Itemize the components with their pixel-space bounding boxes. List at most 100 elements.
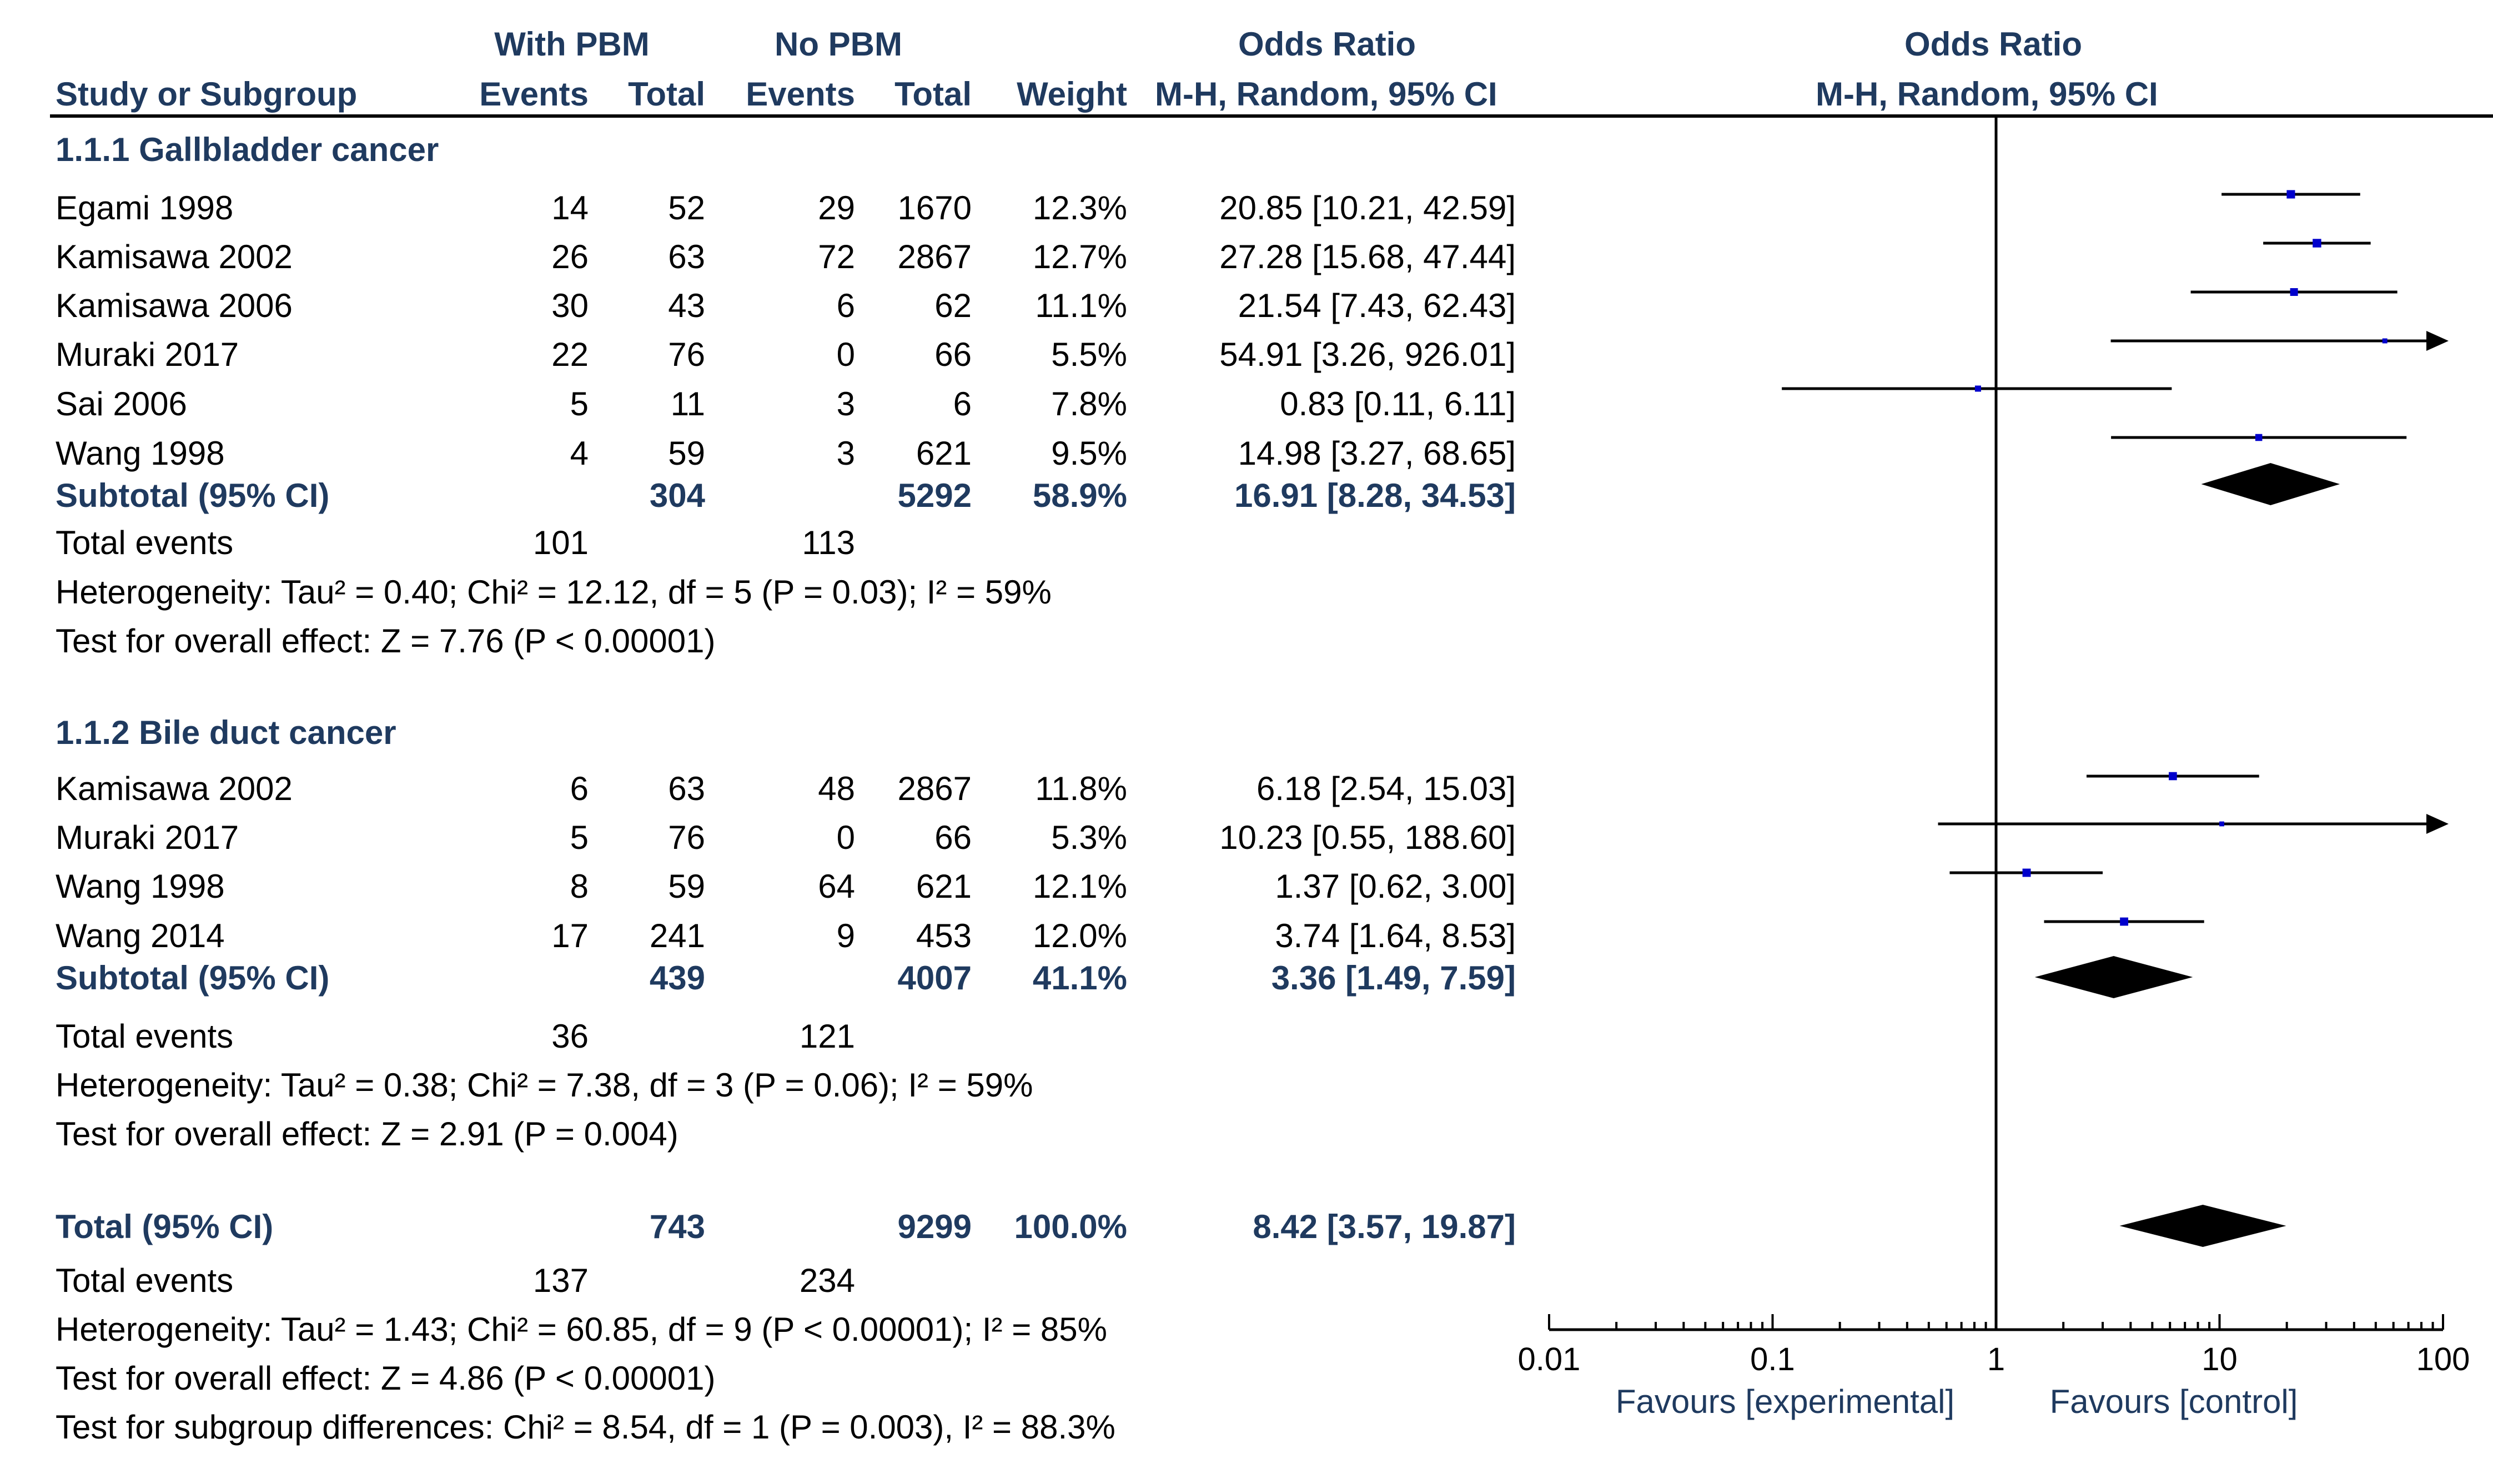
- row-label: Muraki 2017: [56, 819, 239, 856]
- events-pbm-cell: 4: [570, 435, 589, 472]
- text-row: Test for overall effect: Z = 7.76 (P < 0…: [0, 616, 1527, 666]
- text-row: Test for subgroup differences: Chi² = 8.…: [0, 1402, 1527, 1452]
- total-pbm-cell: 241: [649, 917, 705, 954]
- ci-arrow: [2426, 331, 2449, 351]
- total-pbm-cell: 59: [668, 435, 705, 472]
- header-rule: [50, 114, 2493, 118]
- odds-ratio-ci-cell: 21.54 [7.43, 62.43]: [1238, 287, 1516, 324]
- statistics-text: Test for overall effect: Z = 4.86 (P < 0…: [56, 1360, 716, 1397]
- total-nopbm-cell: 1670: [897, 189, 972, 227]
- events-pbm-cell: 5: [570, 819, 589, 856]
- events-nopbm-cell: 9: [836, 917, 855, 954]
- events-pbm-cell: 17: [551, 917, 589, 954]
- events-pbm-cell: 14: [551, 189, 589, 227]
- events-nopbm-cell: 48: [818, 770, 855, 807]
- header-total-nopbm: Total: [894, 76, 972, 113]
- tick-label: 1: [1987, 1341, 2005, 1377]
- row-label: 1.1.2 Bile duct cancer: [56, 714, 396, 751]
- events-pbm-cell: 26: [551, 238, 589, 275]
- events-nopbm-cell: 121: [799, 1018, 855, 1055]
- total-pbm-cell: 304: [649, 477, 705, 514]
- statistics-text: Heterogeneity: Tau² = 1.43; Chi² = 60.85…: [56, 1311, 1107, 1348]
- weight-cell: 11.8%: [1035, 770, 1127, 807]
- events-nopbm-cell: 234: [799, 1262, 855, 1299]
- weight-cell: 12.7%: [1032, 238, 1127, 275]
- row-label: Wang 1998: [56, 435, 225, 472]
- events-pbm-cell: 30: [551, 287, 589, 324]
- total-nopbm-cell: 453: [916, 917, 972, 954]
- text-row: Test for overall effect: Z = 2.91 (P = 0…: [0, 1109, 1527, 1159]
- total-pbm-cell: 439: [649, 959, 705, 997]
- column-header-row: Study or Subgroup Events Total Events To…: [0, 69, 2158, 119]
- events-row: Total events 137 234: [0, 1256, 1527, 1306]
- total-nopbm-cell: 66: [934, 819, 972, 856]
- events-pbm-cell: 6: [570, 770, 589, 807]
- study-row: Kamisawa 2006 30 43 6 62 11.1% 21.54 [7.43, 62…: [0, 281, 1527, 331]
- odds-ratio-ci-cell: 10.23 [0.55, 188.60]: [1219, 819, 1516, 856]
- row-label: Wang 1998: [56, 868, 225, 905]
- subtotal-row: Subtotal (95% CI) 439 4007 41.1% 3.36 [1.49,…: [0, 953, 1527, 1003]
- favours-experimental-label: Favours [experimental]: [1616, 1383, 1954, 1420]
- weight-cell: 9.5%: [1051, 435, 1127, 472]
- favours-control-label: Favours [control]: [2050, 1383, 2298, 1420]
- study-row: Kamisawa 2002 26 63 72 2867 12.7% 27.28 [15.68…: [0, 232, 1527, 282]
- header-events-pbm: Events: [479, 76, 589, 113]
- weight-cell: 5.5%: [1051, 336, 1127, 373]
- events-pbm-cell: 36: [551, 1018, 589, 1055]
- study-row: Wang 1998 4 59 3 621 9.5% 14.98 [3.27, 68.65]: [0, 429, 1527, 479]
- odds-ratio-ci-cell: 27.28 [15.68, 47.44]: [1219, 238, 1516, 275]
- total-nopbm-cell: 5292: [897, 477, 972, 514]
- study-marker: [2313, 239, 2321, 248]
- total-pbm-cell: 52: [668, 189, 705, 227]
- text-row: Heterogeneity: Tau² = 0.38; Chi² = 7.38,…: [0, 1060, 1527, 1110]
- row-label: Subtotal (95% CI): [56, 477, 330, 514]
- weight-cell: 5.3%: [1051, 819, 1127, 856]
- weight-cell: 12.3%: [1032, 189, 1127, 227]
- row-label: Egami 1998: [56, 189, 234, 227]
- row-label: Muraki 2017: [56, 336, 239, 373]
- odds-ratio-ci-cell: 3.74 [1.64, 8.53]: [1275, 917, 1516, 954]
- group-row: 1.1.1 Gallbladder cancer: [0, 125, 1527, 175]
- odds-ratio-ci-cell: 6.18 [2.54, 15.03]: [1256, 770, 1516, 807]
- header-study: Study or Subgroup: [56, 76, 358, 113]
- total-nopbm-cell: 9299: [897, 1208, 972, 1245]
- text-row: Heterogeneity: Tau² = 0.40; Chi² = 12.12…: [0, 567, 1527, 617]
- text-row: Test for overall effect: Z = 4.86 (P < 0…: [0, 1354, 1527, 1403]
- odds-ratio-header-left: Odds Ratio: [1238, 26, 1416, 63]
- events-nopbm-cell: 64: [818, 868, 855, 905]
- total-row: Total (95% CI) 743 9299 100.0% 8.42 [3.57, 1…: [0, 1202, 1527, 1252]
- tick-label: 0.1: [1750, 1341, 1795, 1377]
- statistics-text: Heterogeneity: Tau² = 0.38; Chi² = 7.38,…: [56, 1067, 1033, 1104]
- subtotal-row: Subtotal (95% CI) 304 5292 58.9% 16.91 [8.28…: [0, 471, 1527, 521]
- header-events-nopbm: Events: [746, 76, 855, 113]
- total-nopbm-cell: 2867: [897, 238, 972, 275]
- row-label: Sai 2006: [56, 385, 187, 422]
- row-label: Total events: [56, 1018, 234, 1055]
- odds-ratio-ci-cell: 20.85 [10.21, 42.59]: [1219, 189, 1516, 227]
- total-pbm-cell: 63: [668, 770, 705, 807]
- header-method-right: M-H, Random, 95% CI: [1816, 76, 2158, 113]
- events-nopbm-cell: 29: [818, 189, 855, 227]
- odds-ratio-ci-cell: 3.36 [1.49, 7.59]: [1271, 959, 1516, 997]
- odds-ratio-ci-cell: 1.37 [0.62, 3.00]: [1275, 868, 1516, 905]
- weight-cell: 12.0%: [1032, 917, 1127, 954]
- events-row: Total events 101 113: [0, 518, 1527, 568]
- study-marker: [2169, 772, 2177, 781]
- row-label: Subtotal (95% CI): [56, 959, 330, 997]
- study-row: Sai 2006 5 11 3 6 7.8% 0.83 [0.11, 6.11]: [0, 379, 1527, 429]
- study-row: Egami 1998 14 52 29 1670 12.3% 20.85 [10.21, 4…: [0, 183, 1527, 233]
- odds-ratio-ci-cell: 16.91 [8.28, 34.53]: [1234, 477, 1516, 514]
- row-label: Total events: [56, 524, 234, 561]
- row-label: Kamisawa 2002: [56, 770, 293, 807]
- total-nopbm-cell: 6: [953, 385, 972, 422]
- tick-label: 10: [2202, 1341, 2238, 1377]
- text-row: Heterogeneity: Tau² = 1.43; Chi² = 60.85…: [0, 1305, 1527, 1355]
- statistics-text: Test for subgroup differences: Chi² = 8.…: [56, 1408, 1115, 1446]
- events-row: Total events 36 121: [0, 1012, 1527, 1062]
- row-label: Wang 2014: [56, 917, 225, 954]
- events-pbm-cell: 101: [532, 524, 589, 561]
- total-pbm-cell: 11: [670, 385, 705, 422]
- study-marker: [2290, 288, 2298, 296]
- statistics-text: Heterogeneity: Tau² = 0.40; Chi² = 12.12…: [56, 574, 1052, 611]
